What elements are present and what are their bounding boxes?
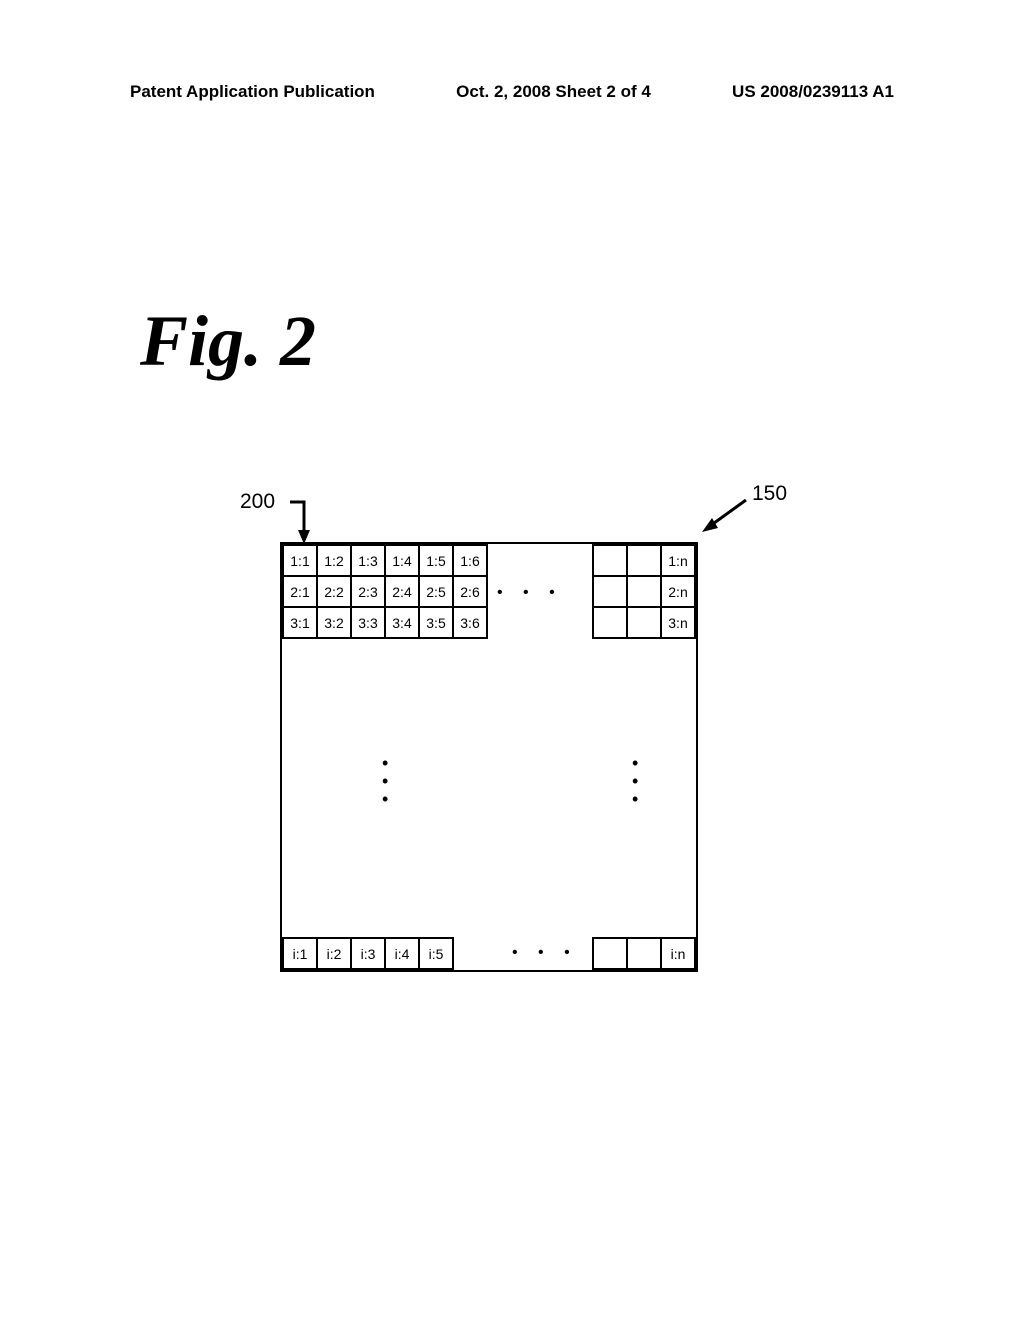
figure-title: Fig. 2 bbox=[140, 300, 316, 383]
cell: 3:5 bbox=[418, 606, 454, 639]
cell: i:5 bbox=[418, 937, 454, 970]
cell-blank bbox=[626, 544, 662, 577]
cell: i:3 bbox=[350, 937, 386, 970]
cell-blank bbox=[592, 606, 628, 639]
cell-blank bbox=[626, 575, 662, 608]
row-3-right: 3:n bbox=[592, 606, 696, 639]
row-3-left: 3:1 3:2 3:3 3:4 3:5 3:6 bbox=[282, 606, 488, 639]
cell: 2:6 bbox=[452, 575, 488, 608]
cell: 3:1 bbox=[282, 606, 318, 639]
pixel-array-frame: 1:1 1:2 1:3 1:4 1:5 1:6 1:n 2:1 2:2 2:3 … bbox=[280, 542, 698, 972]
cell: i:n bbox=[660, 937, 696, 970]
header-left: Patent Application Publication bbox=[130, 82, 375, 102]
cell: 3:2 bbox=[316, 606, 352, 639]
cell: 3:4 bbox=[384, 606, 420, 639]
cell: 1:6 bbox=[452, 544, 488, 577]
cell-blank bbox=[592, 575, 628, 608]
cell-blank bbox=[626, 937, 662, 970]
hdots-rowi: • • • bbox=[512, 944, 578, 962]
cell: 1:3 bbox=[350, 544, 386, 577]
row-i-left: i:1 i:2 i:3 i:4 i:5 bbox=[282, 937, 454, 970]
arrow-150-icon bbox=[698, 498, 750, 534]
row-1-left: 1:1 1:2 1:3 1:4 1:5 1:6 bbox=[282, 544, 488, 577]
row-1-right: 1:n bbox=[592, 544, 696, 577]
cell: i:2 bbox=[316, 937, 352, 970]
cell: 2:2 bbox=[316, 575, 352, 608]
label-150: 150 bbox=[752, 482, 787, 506]
cell: 1:2 bbox=[316, 544, 352, 577]
row-2-right: 2:n bbox=[592, 575, 696, 608]
cell-blank bbox=[592, 544, 628, 577]
cell-blank bbox=[592, 937, 628, 970]
cell: 1:n bbox=[660, 544, 696, 577]
cell: 1:5 bbox=[418, 544, 454, 577]
cell: 2:1 bbox=[282, 575, 318, 608]
vdots-right: ••• bbox=[632, 754, 638, 808]
label-200: 200 bbox=[240, 490, 275, 514]
cell: 2:4 bbox=[384, 575, 420, 608]
cell: i:1 bbox=[282, 937, 318, 970]
cell: 3:n bbox=[660, 606, 696, 639]
cell: 3:3 bbox=[350, 606, 386, 639]
cell: i:4 bbox=[384, 937, 420, 970]
cell: 2:n bbox=[660, 575, 696, 608]
hdots-row2: • • • bbox=[497, 584, 563, 602]
vdots-left: ••• bbox=[382, 754, 388, 808]
header-right: US 2008/0239113 A1 bbox=[732, 82, 894, 102]
cell: 1:4 bbox=[384, 544, 420, 577]
row-i-right: i:n bbox=[592, 937, 696, 970]
cell: 2:5 bbox=[418, 575, 454, 608]
cell-blank bbox=[626, 606, 662, 639]
page-header: Patent Application Publication Oct. 2, 2… bbox=[0, 82, 1024, 102]
cell: 2:3 bbox=[350, 575, 386, 608]
row-2-left: 2:1 2:2 2:3 2:4 2:5 2:6 bbox=[282, 575, 488, 608]
header-center: Oct. 2, 2008 Sheet 2 of 4 bbox=[456, 82, 651, 102]
cell: 3:6 bbox=[452, 606, 488, 639]
cell: 1:1 bbox=[282, 544, 318, 577]
arrow-200-icon bbox=[288, 500, 318, 548]
